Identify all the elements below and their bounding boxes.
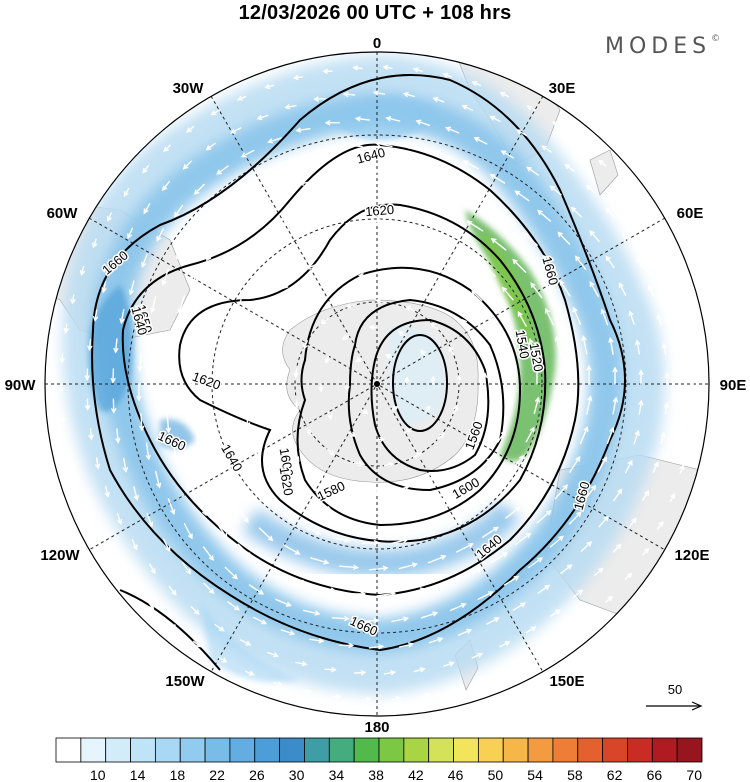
contour-1660-outer bbox=[91, 74, 626, 652]
colorbar-swatch bbox=[179, 737, 206, 763]
colorbar-tick-18: 18 bbox=[170, 767, 186, 782]
chart-title: 12/03/2026 00 UTC + 108 hrs bbox=[238, 2, 512, 24]
lon-label-60e: 60E bbox=[677, 205, 704, 222]
contour-1560 bbox=[370, 318, 490, 472]
contour-label-1620: 1620 bbox=[277, 466, 297, 497]
colorbar-swatch bbox=[602, 737, 628, 763]
lon-label-150w: 150W bbox=[165, 673, 205, 690]
colorbar-swatch bbox=[304, 737, 330, 763]
wind-vectors bbox=[58, 64, 696, 702]
colorbar-swatch bbox=[55, 737, 82, 763]
height-contours bbox=[91, 74, 626, 671]
colorbar-swatch bbox=[627, 737, 653, 763]
longitude-labels: 0 30E 60E 90E 120E 150E 180 150W 120W 90W 60W 30W bbox=[5, 35, 747, 736]
lon-label-90w: 90W bbox=[5, 377, 37, 394]
contour-1600 bbox=[296, 266, 522, 527]
contour-label-1620: 1620 bbox=[365, 202, 395, 219]
colorbar-swatch bbox=[502, 737, 529, 763]
contour-1640 bbox=[121, 143, 580, 597]
south-pole-marker bbox=[374, 381, 380, 387]
colorbar-swatch bbox=[676, 737, 703, 763]
lon-label-0: 0 bbox=[373, 35, 381, 52]
colorbar-swatch bbox=[130, 737, 156, 763]
lon-label-120w: 120W bbox=[40, 547, 80, 564]
colorbar-swatch bbox=[453, 737, 479, 763]
brand-mark: © bbox=[711, 34, 721, 44]
colorbar-tick-42: 42 bbox=[408, 767, 424, 782]
contour-label-1520: 1520 bbox=[527, 342, 547, 373]
contour-label-1540: 1540 bbox=[513, 329, 533, 360]
madagascar-landmass bbox=[589, 149, 619, 196]
colorbar-swatch bbox=[403, 737, 430, 763]
colorbar-swatch bbox=[552, 737, 579, 763]
modes-logo: MODES© bbox=[605, 34, 720, 59]
colorbar-tick-46: 46 bbox=[448, 767, 464, 782]
lon-label-180: 180 bbox=[364, 719, 389, 736]
colorbar-tick-38: 38 bbox=[368, 767, 384, 782]
colorbar-swatch bbox=[154, 737, 181, 763]
colorbar-swatch bbox=[428, 737, 454, 763]
colorbar-swatch bbox=[279, 737, 305, 763]
colorbar-tick-62: 62 bbox=[607, 767, 623, 782]
colorbar-tick-30: 30 bbox=[289, 767, 305, 782]
colorbar-tick-54: 54 bbox=[527, 767, 543, 782]
lon-label-150e: 150E bbox=[549, 673, 584, 690]
lon-label-30e: 30E bbox=[549, 80, 576, 97]
contour-1620 bbox=[178, 203, 547, 543]
lon-label-30w: 30W bbox=[173, 80, 205, 97]
lon-label-90e: 90E bbox=[720, 377, 747, 394]
colorbar-swatch bbox=[254, 737, 281, 763]
colorbar-swatch bbox=[204, 737, 231, 763]
colorbar-tick-22: 22 bbox=[209, 767, 225, 782]
map-boundary bbox=[44, 51, 710, 717]
contour-1660-sw bbox=[119, 589, 221, 671]
colorbar-swatch bbox=[105, 737, 131, 763]
colorbar-tick-50: 50 bbox=[488, 767, 504, 782]
colorbar: 10 14 18 22 26 30 34 38 42 46 50 54 58 62 66 70 bbox=[55, 737, 703, 782]
colorbar-tick-70: 70 bbox=[686, 767, 702, 782]
colorbar-tick-66: 66 bbox=[647, 767, 663, 782]
colorbar-swatch bbox=[651, 737, 678, 763]
colorbar-tick-34: 34 bbox=[329, 767, 345, 782]
contour-1540-low bbox=[392, 334, 448, 432]
colorbar-swatch bbox=[378, 737, 405, 763]
brand-text: MODES bbox=[605, 34, 712, 59]
wind-reference-value: 50 bbox=[668, 682, 682, 697]
colorbar-swatch bbox=[229, 737, 256, 763]
colorbar-tick-58: 58 bbox=[567, 767, 583, 782]
colorbar-swatch bbox=[80, 737, 107, 763]
colorbar-swatch bbox=[477, 737, 504, 763]
colorbar-tick-14: 14 bbox=[130, 767, 146, 782]
contour-label-1600: 1600 bbox=[277, 447, 297, 478]
colorbar-swatch bbox=[328, 737, 355, 763]
colorbar-swatch bbox=[577, 737, 604, 763]
contour-label-1640: 1640 bbox=[355, 145, 387, 167]
lon-label-60w: 60W bbox=[47, 205, 79, 222]
colorbar-swatch bbox=[527, 737, 554, 763]
wind-reference: 50 bbox=[646, 682, 703, 711]
lon-label-120e: 120E bbox=[674, 547, 709, 564]
colorbar-tick-10: 10 bbox=[90, 767, 106, 782]
colorbar-tick-26: 26 bbox=[249, 767, 265, 782]
contour-1580 bbox=[347, 298, 505, 492]
colorbar-swatch bbox=[353, 737, 380, 763]
